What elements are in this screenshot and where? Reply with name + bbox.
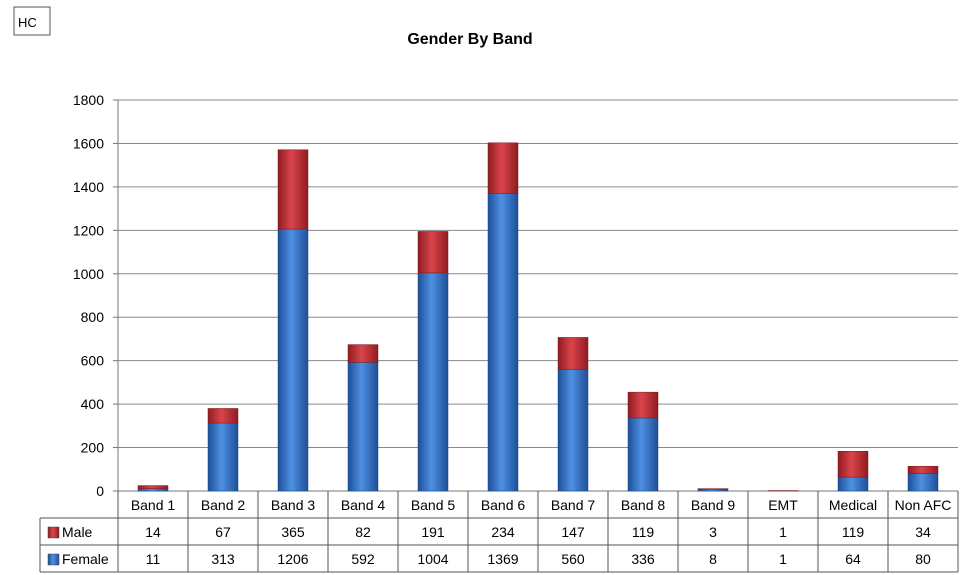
data-label-female: 80 bbox=[915, 551, 931, 567]
bar-female-band-7 bbox=[557, 369, 589, 492]
y-tick-label: 400 bbox=[81, 396, 105, 412]
chart-title: Gender By Band bbox=[407, 31, 532, 48]
bar-female-band-9 bbox=[697, 489, 729, 492]
data-label-male: 14 bbox=[145, 524, 161, 540]
bar-female-band-1 bbox=[137, 488, 169, 492]
bar-female-band-6 bbox=[487, 193, 519, 492]
data-label-male: 119 bbox=[632, 524, 655, 540]
bar-female-band-2 bbox=[207, 422, 239, 492]
data-label-female: 592 bbox=[351, 551, 375, 567]
bar-male-band-8 bbox=[627, 391, 659, 419]
series-name-male: Male bbox=[62, 524, 93, 540]
y-tick-label: 800 bbox=[81, 309, 105, 325]
data-label-female: 1 bbox=[779, 551, 787, 567]
hc-label: HC bbox=[18, 15, 37, 30]
category-label: Band 8 bbox=[621, 497, 666, 513]
y-tick-label: 1400 bbox=[73, 179, 104, 195]
gridlines bbox=[113, 99, 958, 492]
category-label: Band 1 bbox=[131, 497, 176, 513]
data-label-male: 34 bbox=[915, 524, 931, 540]
bar-female-band-4 bbox=[347, 362, 379, 492]
data-label-male: 191 bbox=[421, 524, 445, 540]
hc-box bbox=[13, 6, 51, 36]
y-tick-label: 0 bbox=[96, 483, 104, 499]
category-label: Band 4 bbox=[341, 497, 386, 513]
category-label: Band 7 bbox=[551, 497, 596, 513]
legend-key-male bbox=[47, 526, 60, 539]
bar-male-band-5 bbox=[417, 231, 449, 274]
y-tick-label: 1000 bbox=[73, 266, 104, 282]
y-tick-label: 1600 bbox=[73, 135, 104, 151]
data-label-male: 82 bbox=[355, 524, 371, 540]
bar-male-non-afc bbox=[907, 465, 939, 474]
legend-key-female bbox=[47, 553, 60, 566]
data-table: Band 1 Band 2 Band 3 Band 4 Band 5 Band 6 Band… bbox=[39, 491, 959, 573]
category-label: Medical bbox=[829, 497, 877, 513]
data-label-male: 67 bbox=[215, 524, 231, 540]
series-name-female: Female bbox=[62, 551, 109, 567]
data-label-female: 336 bbox=[631, 551, 655, 567]
bar-male-band-4 bbox=[347, 344, 379, 363]
category-label: Band 3 bbox=[271, 497, 316, 513]
category-label: Band 6 bbox=[481, 497, 526, 513]
bar-male-band-7 bbox=[557, 337, 589, 370]
bars bbox=[137, 142, 939, 492]
bar-female-non-afc bbox=[907, 473, 939, 492]
bar-male-band-3 bbox=[277, 149, 309, 230]
data-label-male: 1 bbox=[779, 524, 787, 540]
category-label: Band 2 bbox=[201, 497, 246, 513]
bar-male-medical bbox=[837, 450, 869, 478]
data-label-male: 234 bbox=[491, 524, 515, 540]
data-label-female: 11 bbox=[146, 551, 161, 567]
data-label-male: 147 bbox=[561, 524, 585, 540]
bar-female-band-3 bbox=[277, 228, 309, 492]
y-tick-label: 1200 bbox=[73, 222, 104, 238]
bar-male-band-6 bbox=[487, 142, 519, 194]
category-label: Non AFC bbox=[895, 497, 952, 513]
y-axis-ticks: 0 200 400 600 800 1000 1200 1400 1600 1800 bbox=[73, 92, 104, 499]
data-label-female: 8 bbox=[709, 551, 717, 567]
category-label: Band 5 bbox=[411, 497, 456, 513]
y-tick-label: 1800 bbox=[73, 92, 104, 108]
bar-female-medical bbox=[837, 476, 869, 492]
bar-female-band-5 bbox=[417, 272, 449, 492]
y-tick-label: 200 bbox=[81, 440, 105, 456]
data-label-male: 365 bbox=[281, 524, 305, 540]
category-label: Band 9 bbox=[691, 497, 736, 513]
data-label-male: 119 bbox=[842, 524, 865, 540]
bar-male-band-1 bbox=[137, 485, 169, 489]
bar-female-band-8 bbox=[627, 417, 659, 492]
bar-male-band-9 bbox=[697, 488, 729, 490]
y-tick-label: 600 bbox=[81, 353, 105, 369]
data-label-female: 313 bbox=[211, 551, 235, 567]
data-label-female: 64 bbox=[845, 551, 861, 567]
bar-male-band-2 bbox=[207, 408, 239, 424]
category-label: EMT bbox=[768, 497, 798, 513]
data-label-female: 560 bbox=[561, 551, 585, 567]
data-label-female: 1369 bbox=[487, 551, 518, 567]
data-label-male: 3 bbox=[709, 524, 717, 540]
data-label-female: 1004 bbox=[417, 551, 448, 567]
data-label-female: 1206 bbox=[277, 551, 308, 567]
